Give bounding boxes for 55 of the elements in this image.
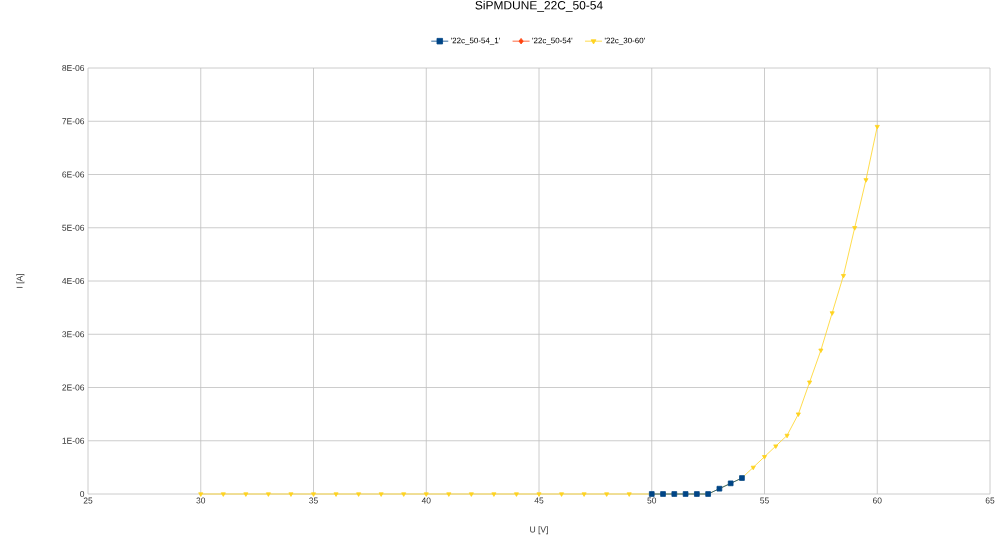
y-tick-label: 6E-06 [62, 171, 85, 178]
point [378, 492, 384, 497]
point [762, 455, 767, 460]
point [863, 178, 869, 183]
x-tick-label: 40 [421, 497, 431, 504]
y-tick-label: 0 [80, 491, 85, 497]
point [829, 311, 835, 316]
point [265, 492, 271, 497]
point [401, 492, 407, 497]
chart-title: SiPMDUNE_22C_50-54 [475, 0, 603, 12]
point [446, 492, 452, 497]
point [626, 492, 632, 497]
x-tick-label: 25 [83, 497, 93, 504]
x-tick-label: 55 [760, 497, 769, 504]
point [682, 491, 689, 497]
x-tick-label: 60 [872, 497, 882, 504]
x-tick-label: 50 [647, 497, 657, 504]
point [795, 412, 801, 417]
x-tick-label: 35 [309, 497, 318, 504]
y-tick-label: 4E-06 [62, 278, 85, 284]
point [818, 348, 824, 354]
point [581, 492, 587, 497]
point [750, 465, 756, 471]
point [660, 491, 666, 497]
y-axis-title: I [A] [16, 274, 25, 288]
point [311, 492, 316, 497]
x-tick-label: 30 [196, 497, 206, 504]
y-tick-label: 5E-06 [62, 224, 85, 231]
point [513, 492, 519, 497]
point [784, 433, 790, 439]
x-tick-label: 65 [985, 497, 995, 504]
y-tick-label: 1E-06 [62, 437, 85, 444]
point [840, 274, 846, 279]
point [559, 492, 565, 497]
y-tick-label: 7E-06 [62, 118, 85, 125]
point [874, 124, 880, 130]
point [198, 492, 204, 497]
point [220, 492, 226, 497]
point [288, 492, 294, 497]
point [807, 380, 813, 385]
point [536, 492, 542, 497]
point [356, 492, 362, 497]
point [243, 492, 249, 497]
point [491, 492, 497, 497]
y-tick-label: 3E-06 [62, 331, 85, 338]
point [852, 226, 858, 231]
point [468, 492, 474, 497]
point [604, 492, 610, 497]
point [333, 492, 339, 497]
x-tick-label: 45 [534, 497, 544, 504]
point [423, 492, 429, 497]
x-axis-title: U [V] [530, 526, 548, 535]
y-tick-label: 2E-06 [62, 384, 85, 391]
point [773, 444, 779, 449]
y-tick-label: 8E-06 [62, 65, 85, 71]
